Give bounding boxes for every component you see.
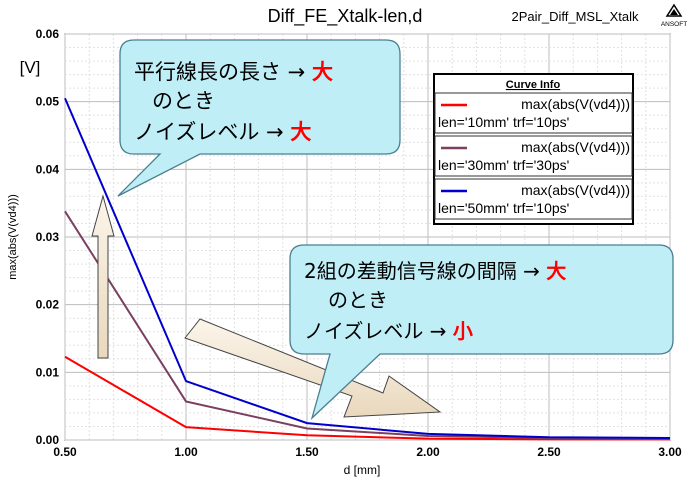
callout-bottom-line1-emphasis: 大 (546, 259, 566, 283)
callout-top-line3: ノイズレベル → (134, 120, 290, 144)
svg-text:2組の差動信号線の間隔 → 大: 2組の差動信号線の間隔 → 大 (304, 259, 566, 283)
x-tick-label: 1.00 (174, 445, 198, 459)
series-lines (64, 97, 671, 441)
y-tick-label: 0.02 (36, 298, 60, 312)
x-axis-label: d [mm] (344, 463, 381, 477)
x-tick-label: 3.00 (658, 445, 682, 459)
callout-top-line1-emphasis: 大 (312, 60, 333, 84)
legend-series-name: max(abs(V(vd4))) (521, 96, 630, 112)
legend-series-name: max(abs(V(vd4))) (521, 139, 630, 155)
callout-top-line3-emphasis: 大 (290, 120, 311, 144)
x-tick-label: 1.50 (295, 445, 319, 459)
legend-series-params: len='50mm' trf='10ps' (438, 200, 569, 216)
legend-series-name: max(abs(V(vd4))) (521, 182, 630, 198)
y-axis-label: max(abs(V(vd4))) (7, 194, 19, 280)
svg-text:平行線長の長さ → 大: 平行線長の長さ → 大 (134, 60, 333, 84)
y-tick-label: 0.00 (36, 433, 60, 447)
y-tick-label: 0.04 (36, 162, 60, 176)
up-arrow-annotation (91, 194, 115, 359)
callout-bottom-line3-emphasis: 小 (453, 319, 473, 343)
callout-bottom-line1: 2組の差動信号線の間隔 → (304, 259, 546, 283)
ansoft-logo: ANSOFT (661, 3, 687, 28)
y-tick-label: 0.05 (36, 95, 60, 109)
legend-entry-2 (434, 135, 633, 177)
legend-entry-1 (434, 92, 633, 134)
project-name: 2Pair_Diff_MSL_Xtalk (512, 9, 639, 24)
down-right-arrow-annotation (184, 318, 442, 418)
callout-top-line2: のとき (152, 89, 215, 113)
y-tick-label: 0.06 (36, 27, 60, 41)
x-tick-label: 0.50 (53, 445, 77, 459)
callout-bottom: 2組の差動信号線の間隔 → 大 のとき ノイズレベル → 小 (289, 244, 674, 421)
legend-items: max(abs(V(vd4))) len='10mm' trf='10ps' max… (434, 92, 633, 220)
legend-entry-3 (434, 178, 633, 220)
legend: Curve Info max(abs(V(vd4))) len='10mm' tr… (433, 73, 634, 225)
y-tick-label: 0.01 (36, 365, 60, 379)
y-tick-label: 0.03 (36, 230, 60, 244)
legend-title: Curve Info (506, 79, 561, 91)
x-tick-label: 2.00 (416, 445, 440, 459)
svg-text:ノイズレベル → 小: ノイズレベル → 小 (304, 319, 473, 343)
callout-bottom-line2: のとき (328, 288, 388, 312)
legend-series-params: len='10mm' trf='10ps' (438, 114, 569, 130)
svg-text:ノイズレベル → 大: ノイズレベル → 大 (134, 120, 311, 144)
callout-bottom-line3: ノイズレベル → (304, 319, 453, 343)
y-unit-label: [V] (20, 58, 41, 77)
brand-label: ANSOFT (661, 21, 687, 28)
x-tick-label: 2.50 (537, 445, 561, 459)
series-line-1 (64, 355, 670, 441)
callout-top: 平行線長の長さ → 大 のとき ノイズレベル → 大 (117, 39, 401, 197)
axis-ticks: 0.50 1.00 1.50 2.00 2.50 3.00 0.00 0.01 0.02 0.03… (36, 27, 682, 459)
callout-top-line1: 平行線長の長さ → (134, 60, 312, 84)
legend-series-params: len='30mm' trf='30ps' (438, 157, 569, 173)
series-line-3 (64, 97, 671, 439)
chart-title: Diff_FE_Xtalk-len,d (268, 6, 423, 27)
